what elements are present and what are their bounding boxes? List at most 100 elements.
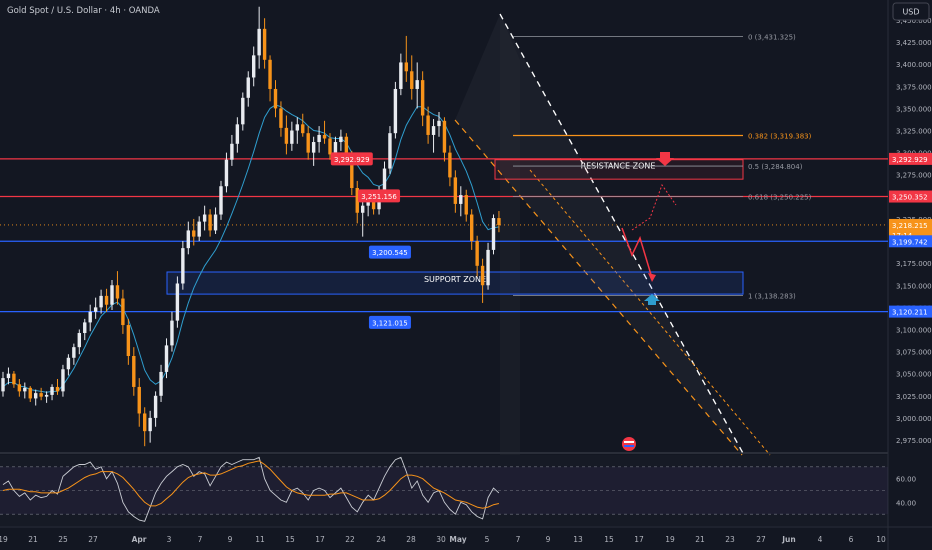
price-axis-tag bbox=[889, 152, 932, 165]
candle-body bbox=[23, 387, 27, 392]
candle-body bbox=[55, 386, 60, 392]
candle-body bbox=[148, 417, 152, 432]
level-badge bbox=[368, 245, 411, 259]
candle-body bbox=[333, 142, 338, 155]
price-axis-tag bbox=[889, 305, 932, 318]
candle-body bbox=[268, 59, 272, 89]
candle-body bbox=[355, 188, 359, 213]
projection-path-down bbox=[621, 227, 653, 279]
candle-body bbox=[12, 373, 16, 385]
candle-body bbox=[72, 347, 76, 358]
price-axis-tag-label: 3,292.929 bbox=[892, 156, 928, 164]
candle-body bbox=[66, 357, 71, 370]
level-badge-label: 3,251.156 bbox=[361, 193, 397, 201]
x-tick-label: 25 bbox=[58, 535, 68, 544]
candle-body bbox=[175, 283, 180, 321]
rsi-ma-line bbox=[2, 460, 500, 509]
symbol-title: Gold Spot / U.S. Dollar · 4h · OANDA bbox=[7, 6, 160, 16]
x-tick-label: 3 bbox=[167, 535, 172, 544]
candle-body bbox=[126, 325, 131, 356]
y-tick-label: 3,150.000 bbox=[896, 282, 932, 290]
candle-body bbox=[197, 221, 201, 237]
candle-body bbox=[17, 384, 22, 392]
level-badge-label: 3,292.929 bbox=[334, 156, 370, 164]
x-tick-label: 23 bbox=[725, 535, 735, 544]
y-tick-label: 3,375.000 bbox=[896, 83, 932, 91]
candle-body bbox=[181, 248, 185, 284]
candle-body bbox=[470, 214, 474, 242]
y-tick-label: 3,425.000 bbox=[896, 39, 932, 47]
candle-body bbox=[34, 393, 38, 399]
price-axis-tag-label: 3,250.352 bbox=[892, 194, 928, 202]
y-tick-label: 3,025.000 bbox=[896, 393, 932, 401]
candle-body bbox=[77, 333, 81, 348]
x-tick-label: 11 bbox=[255, 535, 265, 544]
candle-body bbox=[6, 373, 11, 379]
x-tick-label: 5 bbox=[485, 535, 490, 544]
x-tick-label: 17 bbox=[634, 535, 644, 544]
candle-body bbox=[382, 168, 387, 193]
x-tick-label: 7 bbox=[198, 535, 203, 544]
candle-body bbox=[39, 393, 43, 397]
candle-body bbox=[115, 285, 120, 299]
price-axis-tag-label: 3,199.742 bbox=[892, 238, 928, 246]
candle-body bbox=[306, 133, 310, 153]
candle-body bbox=[284, 127, 289, 144]
candle-body bbox=[295, 124, 299, 131]
level-badge-label: 3,121.015 bbox=[372, 319, 408, 327]
candle-body bbox=[104, 295, 109, 305]
channel-shade bbox=[500, 14, 520, 455]
candle-body bbox=[246, 77, 250, 98]
y-tick-label: 3,400.000 bbox=[896, 61, 932, 69]
candle-body bbox=[350, 156, 354, 188]
channel-mid-line bbox=[529, 169, 771, 456]
support-zone-label: SUPPORT ZONE bbox=[424, 275, 486, 284]
candle-body bbox=[491, 218, 496, 250]
channel-upper-line bbox=[499, 13, 745, 456]
candle-body bbox=[339, 136, 343, 143]
x-tick-label: Apr bbox=[132, 535, 147, 544]
price-axis-tag-label: 3,120.211 bbox=[892, 309, 928, 317]
candle-body bbox=[301, 124, 305, 134]
x-tick-label: 19 bbox=[665, 535, 675, 544]
candle-body bbox=[241, 97, 245, 125]
candle-body bbox=[448, 152, 452, 178]
x-tick-label: 6 bbox=[849, 535, 854, 544]
candle-body bbox=[410, 71, 414, 89]
candle-body bbox=[404, 62, 408, 72]
level-badge-label: 3,200.545 bbox=[372, 249, 408, 257]
candle-body bbox=[110, 285, 114, 305]
candle-body bbox=[44, 394, 49, 397]
projection-path-up bbox=[631, 183, 677, 231]
y-tick-label: 3,000.000 bbox=[896, 415, 932, 423]
x-tick-label: 27 bbox=[756, 535, 766, 544]
candle-body bbox=[61, 369, 65, 392]
candle-body bbox=[459, 195, 463, 204]
candle-body bbox=[224, 159, 229, 187]
currency-button-label[interactable]: USD bbox=[902, 8, 919, 17]
x-tick-label: 9 bbox=[546, 535, 551, 544]
candle-body bbox=[361, 205, 365, 213]
candle-body bbox=[322, 134, 327, 139]
candle-body bbox=[279, 108, 283, 128]
currency-button[interactable] bbox=[892, 2, 930, 21]
ema-line bbox=[2, 104, 499, 393]
candle-body bbox=[213, 214, 218, 231]
candle-body bbox=[437, 120, 441, 127]
rsi-line bbox=[2, 456, 500, 522]
candle-body bbox=[170, 320, 174, 346]
y-tick-label: 3,325.000 bbox=[896, 128, 932, 136]
x-tick-label: 15 bbox=[604, 535, 614, 544]
candle-body bbox=[121, 298, 125, 326]
level-badge bbox=[358, 189, 401, 203]
candle-body bbox=[28, 387, 32, 399]
candle-body bbox=[426, 115, 430, 135]
x-tick-label: May bbox=[449, 535, 466, 544]
candle-body bbox=[83, 322, 87, 334]
candle-body bbox=[230, 143, 234, 160]
candle-body bbox=[344, 136, 349, 157]
event-flag-stripe bbox=[624, 441, 634, 443]
event-flag-icon[interactable] bbox=[622, 437, 636, 451]
